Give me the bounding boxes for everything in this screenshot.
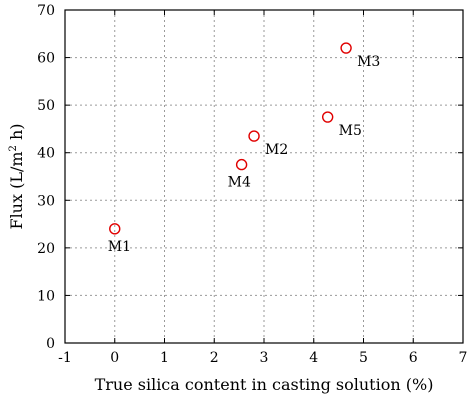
x-tick-label: 2 — [210, 350, 219, 366]
y-tick-label: 10 — [37, 288, 55, 304]
y-tick-label: 20 — [37, 241, 55, 257]
point-label-m5: M5 — [339, 123, 362, 139]
x-tick-label: -1 — [58, 350, 72, 366]
point-label-m4: M4 — [228, 175, 251, 191]
y-tick-label: 50 — [37, 98, 55, 114]
x-axis-title: True silica content in casting solution … — [95, 375, 434, 394]
y-tick-label: 70 — [37, 3, 55, 19]
grid — [65, 10, 463, 343]
y-tick-label: 60 — [37, 51, 55, 67]
y-tick-label: 30 — [37, 193, 55, 209]
point-label-m2: M2 — [265, 142, 288, 158]
x-tick-label: 3 — [260, 350, 269, 366]
point-labels: M1 M2 M3 M4 M5 — [108, 54, 381, 255]
point-label-m3: M3 — [357, 54, 380, 70]
y-axis-title: Flux (L/m2 h) — [7, 123, 26, 229]
x-tick-label: 5 — [359, 350, 368, 366]
data-point-m4 — [235, 158, 248, 171]
x-tick-label: 0 — [110, 350, 119, 366]
y-axis-title-superscript: 2 — [8, 145, 19, 151]
y-axis-title-tail: h) — [7, 123, 26, 145]
x-tick-label: 6 — [409, 350, 418, 366]
data-points — [109, 42, 352, 235]
data-point-m3 — [340, 42, 352, 54]
data-point-m1 — [109, 223, 121, 235]
x-tick-label: 7 — [459, 350, 468, 366]
y-axis-title-main: Flux (L/m — [7, 151, 26, 229]
point-label-m1: M1 — [108, 239, 131, 255]
x-tick-label: 4 — [309, 350, 318, 366]
data-point-m2 — [248, 130, 260, 142]
x-tick-label: 1 — [160, 350, 169, 366]
y-tick-label: 40 — [37, 146, 55, 162]
data-point-m5 — [321, 111, 334, 123]
y-tick-label: 0 — [46, 336, 55, 352]
